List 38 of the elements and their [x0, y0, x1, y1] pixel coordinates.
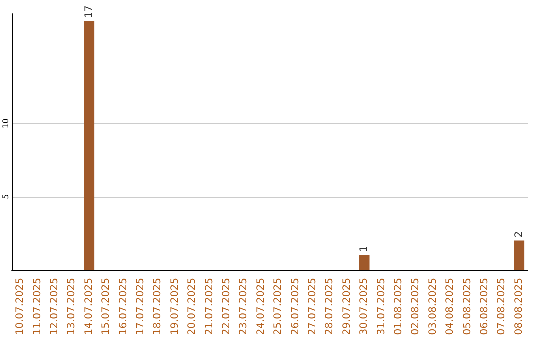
x-tick-label: 31.07.2025 — [376, 278, 388, 336]
x-tick-label: 20.07.2025 — [187, 278, 198, 336]
x-tick-label: 11.07.2025 — [32, 278, 44, 336]
x-tick-label: 30.07.2025 — [359, 278, 370, 336]
x-tick-label: 19.07.2025 — [170, 278, 181, 336]
bar — [84, 21, 95, 270]
x-tick-label: 21.07.2025 — [204, 278, 216, 336]
x-tick-label: 25.07.2025 — [273, 278, 284, 336]
data-label: 17 — [84, 6, 95, 18]
x-tick-label: 16.07.2025 — [118, 278, 130, 336]
x-tick-label: 06.08.2025 — [480, 278, 490, 336]
x-tick-label: 03.08.2025 — [428, 278, 439, 336]
x-tick-label: 01.08.2025 — [394, 278, 404, 336]
x-tick-label: 24.07.2025 — [256, 278, 267, 336]
x-tick-label: 02.08.2025 — [410, 278, 422, 336]
x-tick-label: 05.08.2025 — [462, 278, 474, 336]
x-tick-label: 07.08.2025 — [496, 278, 508, 336]
bar — [359, 255, 370, 270]
x-tick-label: 12.07.2025 — [50, 278, 60, 336]
x-tick-label: 08.08.2025 — [514, 278, 525, 336]
x-tick-label: 22.07.2025 — [222, 278, 232, 336]
y-tick-label: 10 — [2, 118, 10, 129]
y-tick-label: 5 — [2, 194, 10, 200]
x-tick-label: 27.07.2025 — [308, 278, 318, 336]
x-tick-label: 04.08.2025 — [445, 278, 456, 336]
x-tick-label: 14.07.2025 — [84, 278, 95, 336]
x-tick-label: 17.07.2025 — [136, 278, 146, 336]
x-tick-label: 29.07.2025 — [342, 278, 353, 336]
x-tick-label: 23.07.2025 — [238, 278, 250, 336]
data-label: 2 — [514, 231, 525, 238]
bar — [514, 240, 525, 270]
x-tick-label: 15.07.2025 — [101, 278, 112, 336]
x-tick-label: 18.07.2025 — [152, 278, 164, 336]
x-tick-label: 10.07.2025 — [15, 278, 26, 336]
data-label: 1 — [359, 246, 370, 252]
x-tick-label: 13.07.2025 — [66, 278, 78, 336]
x-tick-label: 28.07.2025 — [324, 278, 336, 336]
x-tick-label: 26.07.2025 — [290, 278, 302, 336]
